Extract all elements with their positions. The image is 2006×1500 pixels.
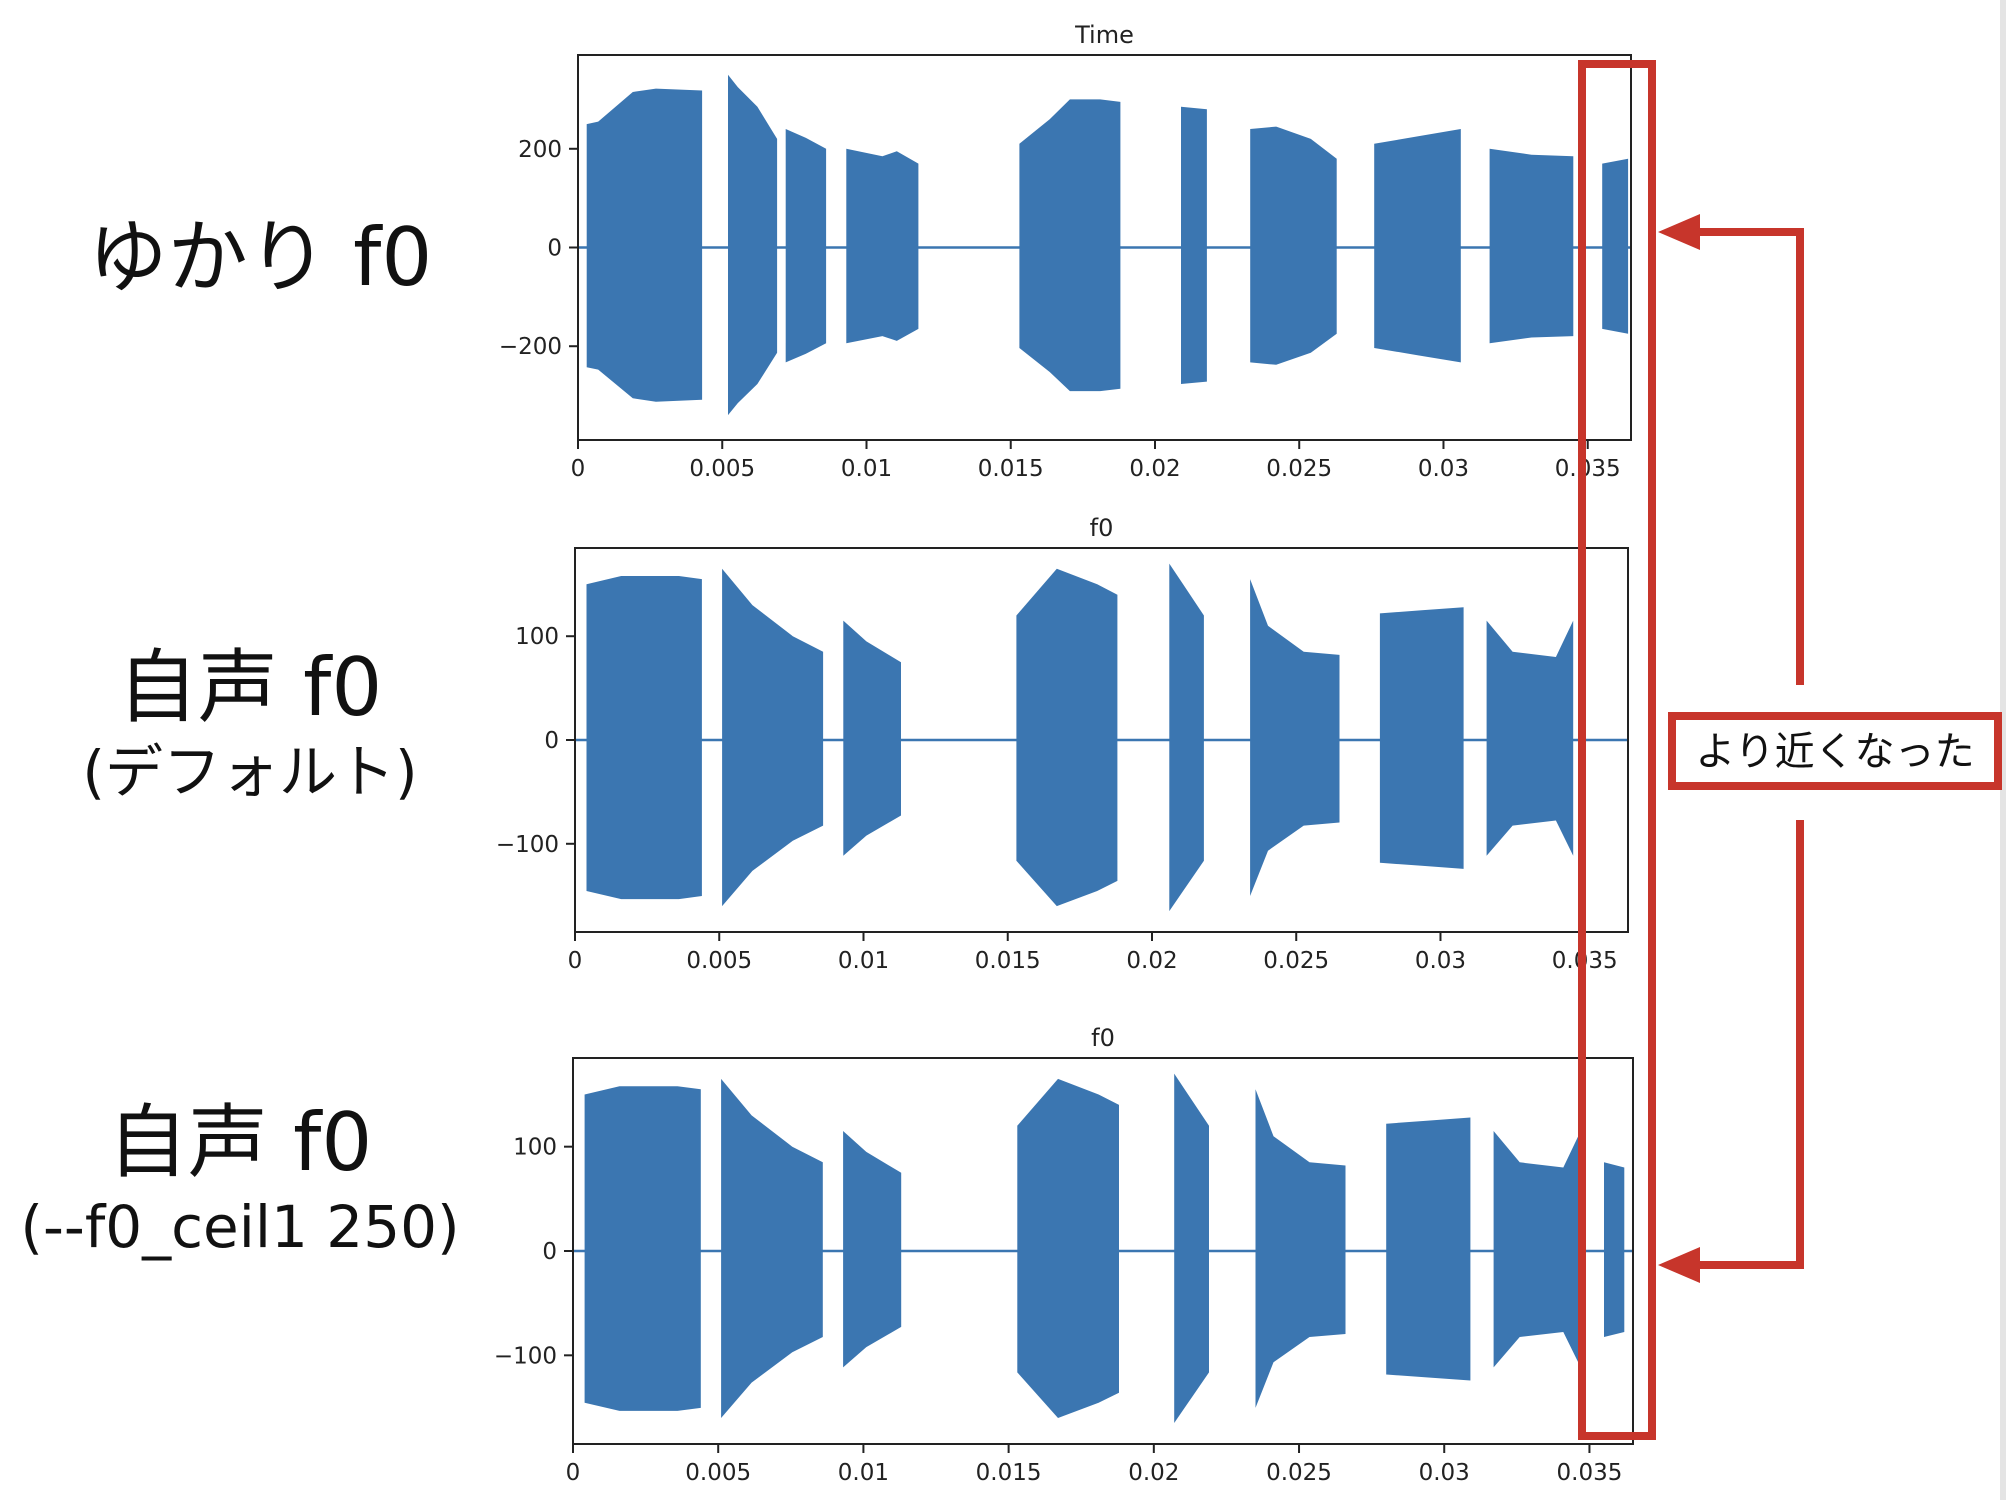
x-tick-label: 0.02 xyxy=(1129,456,1180,482)
waveform-segment xyxy=(722,568,824,907)
waveform-segment xyxy=(1016,568,1118,907)
row-label-main: ゆかり f0 xyxy=(87,211,433,304)
x-tick-label: 0.025 xyxy=(1266,1460,1332,1486)
x-tick-label: 0.005 xyxy=(689,456,755,482)
y-tick-label: 0 xyxy=(547,236,562,262)
x-tick-label: 0.01 xyxy=(838,948,889,974)
waveform-segment xyxy=(1250,579,1340,896)
arrow-head-top-icon xyxy=(1658,214,1700,250)
waveform-segment xyxy=(1493,1131,1581,1368)
waveform-segment xyxy=(1604,1162,1625,1337)
x-tick-label: 0.035 xyxy=(1557,1460,1623,1486)
row-label-own-voice-ceil: 自声 f0 (--f0_ceil1 250) xyxy=(0,1095,480,1263)
x-tick-label: 0.005 xyxy=(685,1460,751,1486)
x-tick-label: 0.03 xyxy=(1415,948,1466,974)
x-tick-label: 0.03 xyxy=(1418,456,1469,482)
waveform-segment xyxy=(586,88,703,402)
waveform-segment xyxy=(785,129,827,363)
annotation-box xyxy=(1668,712,2002,790)
row-label-own-voice-default: 自声 f0 (デフォルト) xyxy=(40,640,460,808)
arrow-head-bottom-icon xyxy=(1658,1247,1700,1283)
x-tick-label: 0.03 xyxy=(1419,1460,1470,1486)
x-tick-label: 0 xyxy=(566,1460,581,1486)
waveform-segment xyxy=(721,1078,823,1418)
y-tick-label: −100 xyxy=(496,832,559,858)
waveform-segment xyxy=(846,148,919,344)
x-tick-label: 0.025 xyxy=(1263,948,1329,974)
waveform-segment xyxy=(1255,1089,1346,1408)
y-tick-label: −100 xyxy=(494,1343,557,1369)
x-tick-label: 0.015 xyxy=(978,456,1044,482)
waveform-segment xyxy=(1379,607,1464,869)
row-label-main: 自声 f0 xyxy=(107,1096,373,1189)
row-label-main: 自声 f0 xyxy=(117,641,383,734)
waveform-plot-3: f0 0 0.005 0.01 0.015 0.02 0.025 0.03 0.035 100 0 −… xyxy=(494,1024,1634,1486)
row-label-yukari-f0: ゆかり f0 xyxy=(60,210,460,306)
arrow-line-top xyxy=(1690,228,1804,685)
y-tick-label: −200 xyxy=(499,334,562,360)
plot-title: f0 xyxy=(1091,1024,1115,1052)
y-tick-label: 0 xyxy=(542,1239,557,1265)
x-tick-label: 0.01 xyxy=(841,456,892,482)
highlight-rectangle xyxy=(1578,60,1656,1440)
waveform-segment xyxy=(1181,106,1207,385)
waveform-segment xyxy=(1019,99,1121,392)
x-tick-label: 0.01 xyxy=(838,1460,889,1486)
annotation-text: より近くなった xyxy=(1695,729,1974,775)
waveform-segment xyxy=(843,620,901,856)
row-label-sub: (--f0_ceil1 250) xyxy=(20,1193,460,1261)
waveform-segment xyxy=(1489,148,1574,344)
window-edge xyxy=(2000,0,2006,1500)
x-tick-label: 0 xyxy=(568,948,583,974)
waveform-segment xyxy=(586,576,702,900)
x-tick-label: 0.025 xyxy=(1266,456,1332,482)
plot-title: f0 xyxy=(1090,514,1114,542)
waveform-segment xyxy=(1486,620,1574,856)
waveform-segment xyxy=(1169,563,1204,912)
x-tick-label: 0.02 xyxy=(1128,1460,1179,1486)
y-tick-label: 100 xyxy=(513,1135,557,1161)
waveform-segment xyxy=(1386,1117,1471,1381)
waveform-segment xyxy=(1602,158,1629,334)
x-tick-label: 0 xyxy=(571,456,586,482)
waveform-plot-1: Time 0 0.005 0.01 0.015 0.02 0.025 0.03 0.035 200… xyxy=(499,21,1632,482)
waveform-segment xyxy=(728,74,778,416)
y-tick-label: 200 xyxy=(518,137,562,163)
waveform-segment xyxy=(1250,126,1337,365)
y-tick-label: 0 xyxy=(544,728,559,754)
x-tick-label: 0.02 xyxy=(1126,948,1177,974)
arrow-line-bottom xyxy=(1690,820,1804,1269)
plot-title: Time xyxy=(1074,21,1134,49)
waveform-segment xyxy=(843,1131,902,1368)
plots-group: Time 0 0.005 0.01 0.015 0.02 0.025 0.03 0.035 200… xyxy=(494,21,1634,1486)
waveform-segment xyxy=(1017,1078,1119,1418)
comparison-annotation: より近くなった xyxy=(1578,60,2002,1440)
x-tick-label: 0.015 xyxy=(976,1460,1042,1486)
waveform-segment xyxy=(584,1086,701,1411)
waveform-segment xyxy=(1374,129,1461,363)
y-tick-label: 100 xyxy=(515,624,559,650)
x-tick-label: 0.015 xyxy=(975,948,1041,974)
row-label-sub: (デフォルト) xyxy=(82,738,418,806)
x-tick-label: 0.035 xyxy=(1555,456,1621,482)
x-tick-label: 0.005 xyxy=(686,948,752,974)
waveform-plot-2: f00 0.005 0.01 0.015 0.02 0.025 0.03 0.0351000−… xyxy=(496,514,1629,974)
waveform-segment xyxy=(1174,1073,1209,1423)
